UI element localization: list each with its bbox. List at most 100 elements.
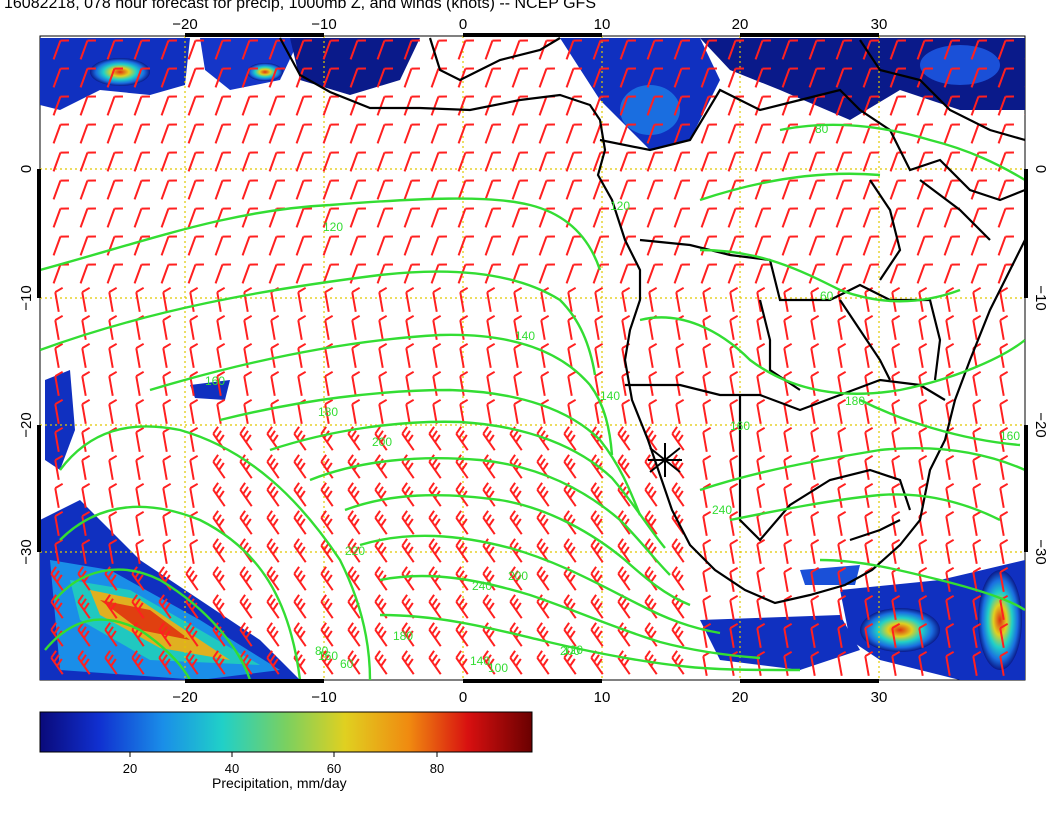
- wind-barb-icon: [81, 426, 91, 453]
- wind-barb-icon: [108, 454, 118, 481]
- wind-barb-icon: [430, 95, 447, 116]
- wind-barb-icon: [590, 482, 604, 507]
- wind-barb-icon: [1024, 96, 1025, 116]
- wind-barb-icon: [590, 510, 604, 535]
- wind-barb-icon: [106, 263, 123, 284]
- wind-barb-icon: [455, 538, 469, 563]
- wind-barb-icon: [214, 67, 231, 88]
- wind-barb-icon: [430, 235, 447, 256]
- wind-barb-icon: [565, 123, 582, 144]
- wind-barb-icon: [673, 207, 690, 228]
- wind-barb-icon: [268, 235, 285, 256]
- wind-barb-icon: [810, 398, 820, 425]
- lat-tick-label-right: −10: [1032, 285, 1049, 310]
- wind-barb-icon: [1027, 316, 1039, 340]
- wind-barb-icon: [918, 594, 928, 621]
- wind-barb-icon: [837, 482, 847, 509]
- wind-barb-icon: [756, 566, 766, 593]
- wind-barb-icon: [77, 622, 91, 647]
- wind-barb-icon: [322, 263, 339, 284]
- wind-barb-icon: [79, 207, 96, 228]
- wind-barb-icon: [216, 314, 226, 341]
- wind-barb-icon: [536, 482, 550, 507]
- wind-barb-icon: [727, 67, 744, 88]
- wind-barb-icon: [133, 39, 150, 60]
- wind-barb-icon: [997, 207, 1014, 228]
- wind-barb-icon: [972, 398, 982, 425]
- wind-barb-icon: [106, 123, 123, 144]
- lon-tick-label-top: −20: [172, 16, 197, 33]
- wind-barb-icon: [862, 67, 879, 88]
- wind-barb-icon: [403, 67, 420, 88]
- wind-barb-icon: [241, 95, 258, 116]
- wind-barb-icon: [1024, 68, 1025, 88]
- wind-barb-icon: [943, 67, 960, 88]
- wind-barb-icon: [133, 179, 150, 200]
- wind-barb-icon: [671, 538, 685, 563]
- wind-barb-icon: [349, 151, 366, 172]
- wind-barb-icon: [808, 235, 825, 256]
- wind-barb-icon: [835, 207, 852, 228]
- wind-barb-icon: [673, 235, 690, 256]
- wind-barb-icon: [538, 123, 555, 144]
- wind-barb-icon: [702, 342, 712, 369]
- wind-barb-icon: [889, 263, 906, 284]
- wind-barb-icon: [54, 454, 64, 481]
- wind-barb-icon: [349, 123, 366, 144]
- wind-barb-icon: [540, 314, 550, 341]
- wind-barb-icon: [916, 263, 933, 284]
- wind-barb-icon: [702, 566, 712, 593]
- lon-tick-label-top: 10: [594, 16, 611, 33]
- wind-barb-icon: [891, 650, 901, 677]
- wind-barb-icon: [646, 263, 663, 284]
- wind-barb-icon: [349, 95, 366, 116]
- wind-barb-icon: [241, 67, 258, 88]
- wind-barb-icon: [999, 286, 1009, 313]
- wind-barb-icon: [428, 594, 442, 619]
- wind-barb-icon: [511, 123, 528, 144]
- wind-barb-icon: [189, 342, 199, 369]
- wind-barb-icon: [864, 342, 874, 369]
- wind-barb-icon: [297, 314, 307, 341]
- wind-barb-icon: [160, 39, 177, 60]
- wind-barb-icon: [617, 426, 631, 451]
- wind-barb-icon: [185, 650, 199, 675]
- wind-barb-icon: [756, 454, 766, 481]
- wind-barb-icon: [293, 482, 307, 507]
- wind-barb-icon: [646, 207, 663, 228]
- wind-barb-icon: [428, 650, 442, 675]
- wind-barb-icon: [403, 207, 420, 228]
- wind-barb-icon: [756, 622, 766, 649]
- wind-barb-icon: [864, 510, 874, 537]
- lon-tick-label-bottom: 20: [732, 689, 749, 706]
- wind-barb-icon: [403, 263, 420, 284]
- wind-barb-icon: [320, 594, 334, 619]
- wind-barb-icon: [212, 650, 226, 675]
- wind-barb-icon: [513, 398, 523, 425]
- wind-barb-icon: [621, 286, 631, 313]
- wind-barb-icon: [135, 538, 145, 565]
- wind-barb-icon: [945, 650, 955, 677]
- colorbar-ticks: 20 40 60 80: [123, 752, 444, 776]
- wind-barb-icon: [943, 39, 960, 60]
- wind-barb-icon: [187, 95, 204, 116]
- lat-tick-label-left: −30: [18, 539, 35, 564]
- wind-barb-icon: [702, 426, 712, 453]
- wind-barb-icon: [781, 235, 798, 256]
- wind-barb-icon: [972, 566, 982, 593]
- wind-barb-icon: [266, 622, 280, 647]
- wind-barb-icon: [783, 342, 793, 369]
- wind-barb-icon: [781, 179, 798, 200]
- wind-barb-icon: [756, 398, 766, 425]
- wind-barb-icon: [484, 179, 501, 200]
- lon-tick-label-top: 30: [871, 16, 888, 33]
- wind-barb-icon: [646, 179, 663, 200]
- wind-barb-icon: [621, 370, 631, 397]
- height-contours: [40, 123, 1025, 680]
- wind-barb-icon: [293, 510, 307, 535]
- wind-barb-icon: [106, 207, 123, 228]
- contour-label: 160: [1000, 429, 1020, 443]
- wind-barb-icon: [509, 650, 523, 675]
- wind-barb-icon: [403, 235, 420, 256]
- wind-barb-icon: [563, 454, 577, 479]
